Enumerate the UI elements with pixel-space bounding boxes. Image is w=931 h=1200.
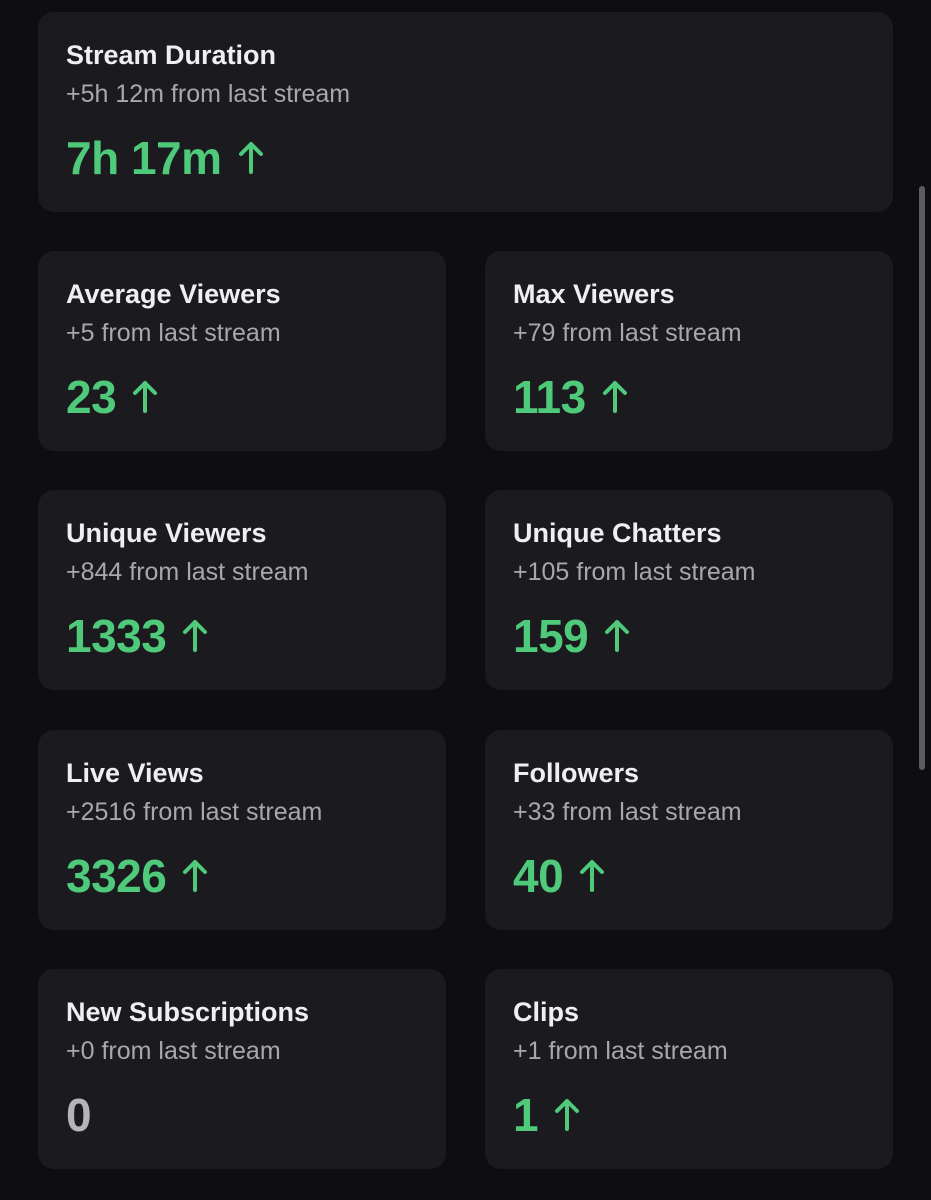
stat-card-unique-chatters: Unique Chatters +105 from last stream 15… [485,490,893,690]
stat-title: Unique Viewers [66,518,267,548]
stat-value: 1 [513,1089,539,1141]
arrow-up-icon [555,1099,580,1131]
stat-card-stream-duration: Stream Duration +5h 12m from last stream… [38,12,893,212]
stat-title: New Subscriptions [66,997,310,1027]
stat-delta: +2516 from last stream [66,798,323,826]
arrow-up-icon [183,620,208,652]
stat-value: 159 [513,610,589,662]
arrow-up-icon [183,860,208,892]
arrow-up-icon [238,142,263,174]
arrow-up-icon [605,620,630,652]
stat-value: 7h 17m [66,132,222,184]
stat-delta: +0 from last stream [66,1037,281,1065]
scrollbar-thumb[interactable] [919,186,925,770]
stat-delta: +5h 12m from last stream [66,80,351,108]
stat-value: 40 [513,850,564,902]
stat-title: Average Viewers [66,279,281,309]
stat-card-new-subscriptions: New Subscriptions +0 from last stream 0 [38,969,446,1169]
arrow-up-icon [580,860,605,892]
stat-value: 113 [513,371,586,423]
arrow-up-icon [133,381,158,413]
stat-value: 3326 [66,850,167,902]
stat-title: Followers [513,758,640,788]
stat-title: Max Viewers [513,279,675,309]
stat-delta: +79 from last stream [513,319,742,347]
stat-delta: +5 from last stream [66,319,281,347]
arrow-up-icon [602,381,627,413]
stat-title: Unique Chatters [513,518,722,548]
stat-card-max-viewers: Max Viewers +79 from last stream 113 [485,251,893,451]
stat-value: 1333 [66,610,167,662]
stat-title: Clips [513,997,580,1027]
stat-value: 23 [66,371,117,423]
stat-delta: +1 from last stream [513,1037,728,1065]
stat-title: Live Views [66,758,204,788]
stat-card-unique-viewers: Unique Viewers +844 from last stream 133… [38,490,446,690]
stat-title: Stream Duration [66,40,277,70]
scrollbar[interactable] [919,180,925,780]
stat-card-live-views: Live Views +2516 from last stream 3326 [38,730,446,930]
stat-delta: +105 from last stream [513,558,756,586]
stat-card-average-viewers: Average Viewers +5 from last stream 23 [38,251,446,451]
stat-card-clips: Clips +1 from last stream 1 [485,969,893,1169]
stat-delta: +33 from last stream [513,798,742,826]
stat-card-followers: Followers +33 from last stream 40 [485,730,893,930]
stat-delta: +844 from last stream [66,558,309,586]
stat-value: 0 [66,1089,92,1141]
